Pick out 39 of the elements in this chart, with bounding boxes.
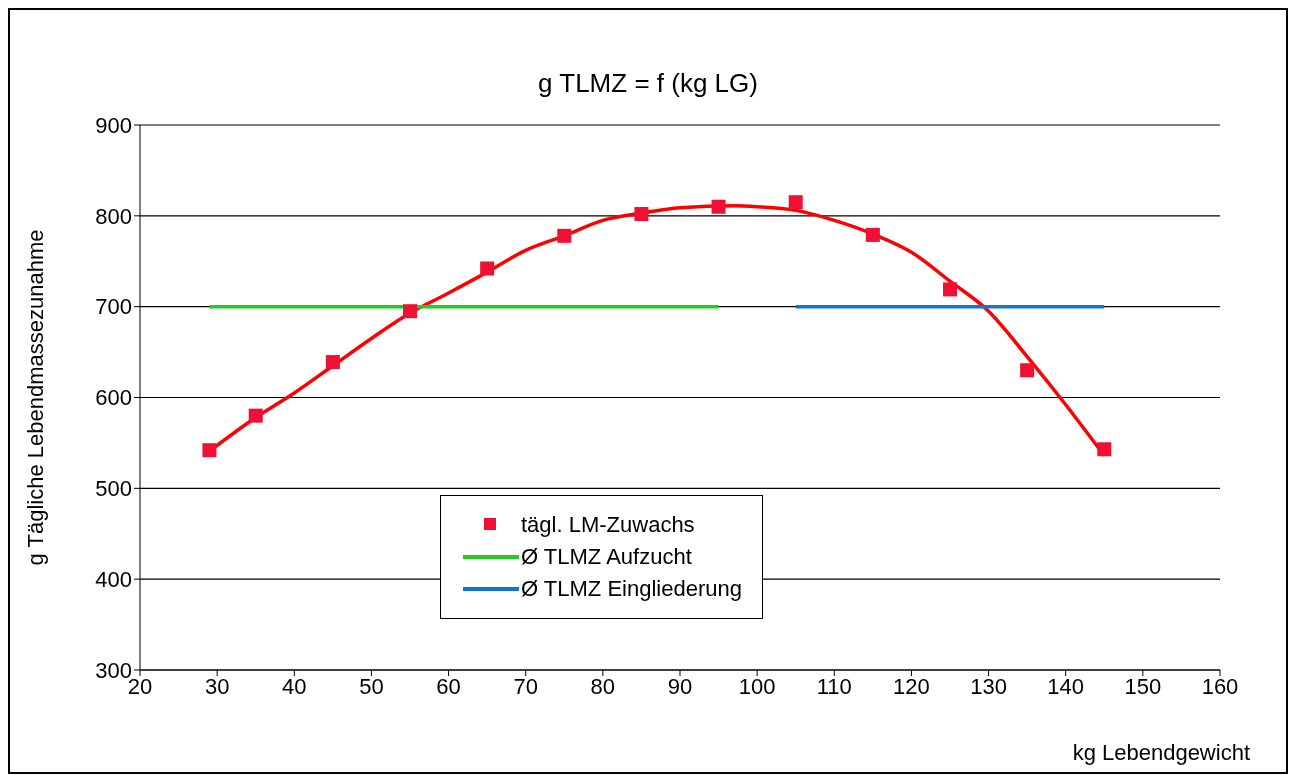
point	[711, 199, 726, 214]
x-tick-label: 30	[204, 673, 230, 699]
point	[865, 227, 880, 242]
y-tick-label: 500	[95, 476, 132, 502]
x-tick-label: 80	[590, 673, 616, 699]
x-tick-label: 100	[738, 673, 776, 699]
x-tick-label: 70	[513, 673, 538, 699]
point	[325, 355, 340, 370]
y-tick-label: 800	[95, 203, 132, 229]
x-tick-label: 40	[282, 673, 307, 699]
x-tick-label: 90	[667, 673, 693, 699]
x-tick-label: 120	[893, 673, 930, 699]
point	[1020, 363, 1035, 378]
y-tick-label: 900	[95, 112, 132, 138]
point	[788, 195, 803, 210]
point	[202, 443, 217, 458]
y-tick-label: 400	[95, 566, 132, 592]
x-tick-label: 50	[359, 673, 384, 699]
x-tick-label: 160	[1201, 673, 1239, 699]
legend-label: Ø TLMZ Eingliederung	[521, 576, 742, 602]
x-axis-title: kg Lebendgewicht	[1072, 740, 1250, 765]
point	[403, 304, 417, 319]
x-tick-label: 110	[816, 673, 852, 699]
x-tick-label: 130	[970, 673, 1007, 699]
point	[634, 207, 649, 222]
point	[248, 408, 263, 423]
chart-title: g TLMZ = f (kg LG)	[537, 68, 759, 99]
y-tick-label: 700	[95, 294, 132, 320]
x-tick-label: 150	[1124, 673, 1162, 699]
point	[1097, 442, 1112, 457]
legend-label: tägl. LM-Zuwachs	[521, 512, 695, 538]
y-tick-label: 600	[95, 385, 132, 411]
x-tick-label: 140	[1047, 673, 1085, 699]
point	[557, 228, 572, 243]
point	[943, 282, 957, 297]
legend-label: Ø TLMZ Aufzucht	[521, 544, 692, 570]
point	[480, 261, 495, 276]
y-axis-title: g Tägliche Lebendmassezunahme	[22, 229, 48, 566]
x-tick-label: 60	[436, 673, 461, 699]
